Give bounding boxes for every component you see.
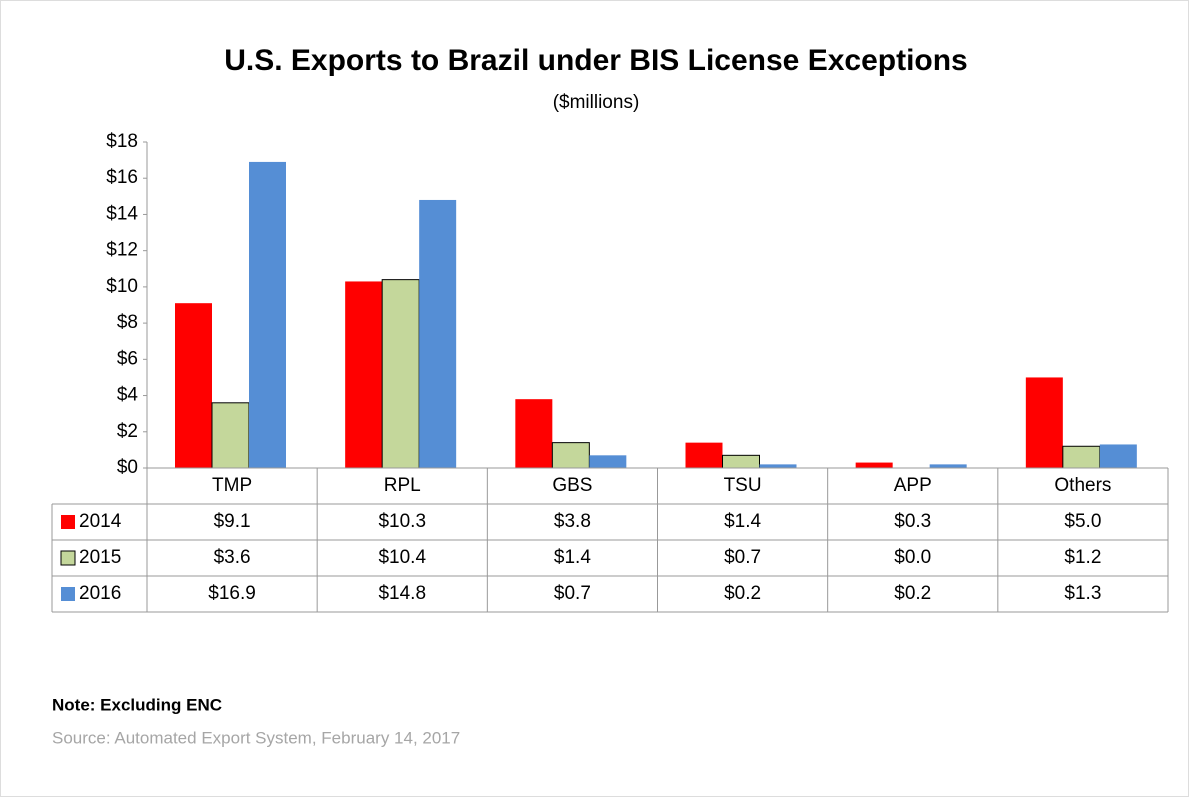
y-tick-label: $8 xyxy=(117,312,138,333)
y-tick-label: $2 xyxy=(117,421,138,442)
x-tick-label: TSU xyxy=(724,475,762,496)
x-tick-label: RPL xyxy=(384,475,421,496)
x-tick-label: APP xyxy=(894,475,932,496)
table-value: $1.3 xyxy=(1064,583,1101,604)
table-value: $0.0 xyxy=(894,547,931,568)
bar xyxy=(855,462,893,468)
bar xyxy=(381,279,420,469)
bar xyxy=(1099,444,1137,468)
table-value: $16.9 xyxy=(208,583,256,604)
legend-label: 2014 xyxy=(79,511,122,532)
table-value: $1.4 xyxy=(724,511,761,532)
bar xyxy=(211,402,250,469)
y-tick-label: $6 xyxy=(117,348,138,369)
table-value: $0.3 xyxy=(894,511,931,532)
table-value: $14.8 xyxy=(378,583,426,604)
chart-title: U.S. Exports to Brazil under BIS License… xyxy=(224,44,968,77)
legend-swatch xyxy=(61,515,75,529)
y-tick-label: $4 xyxy=(117,385,139,406)
table-value: $1.4 xyxy=(554,547,591,568)
table-value: $9.1 xyxy=(214,511,251,532)
bar xyxy=(249,161,286,468)
note: Note: Excluding ENC xyxy=(52,695,222,714)
bar xyxy=(345,281,383,468)
table-value: $0.7 xyxy=(554,583,591,604)
legend-swatch xyxy=(61,587,75,601)
table-value: $0.7 xyxy=(724,547,761,568)
table-value: $5.0 xyxy=(1064,511,1101,532)
x-tick-label: Others xyxy=(1054,475,1111,496)
bar xyxy=(175,303,212,468)
table-value: $0.2 xyxy=(724,583,761,604)
bar xyxy=(419,199,457,468)
legend-label: 2015 xyxy=(79,547,121,568)
bar xyxy=(759,464,797,468)
bar xyxy=(551,442,590,469)
x-tick-label: GBS xyxy=(552,475,592,496)
bar xyxy=(722,454,760,469)
x-tick-label: TMP xyxy=(212,475,252,496)
bar xyxy=(515,399,553,468)
table-value: $1.2 xyxy=(1064,547,1101,568)
y-tick-label: $16 xyxy=(106,167,138,188)
chart-subtitle: ($millions) xyxy=(553,92,640,113)
bar xyxy=(685,442,723,468)
table-value: $3.8 xyxy=(554,511,591,532)
table-value: $3.6 xyxy=(214,547,251,568)
source: Source: Automated Export System, Februar… xyxy=(52,728,460,747)
table-value: $10.3 xyxy=(378,511,426,532)
y-tick-label: $14 xyxy=(106,203,138,224)
y-tick-label: $18 xyxy=(106,131,138,152)
bar xyxy=(1062,445,1101,469)
legend-swatch xyxy=(60,550,76,566)
y-tick-label: $0 xyxy=(117,457,138,478)
bar xyxy=(929,464,967,468)
y-tick-label: $10 xyxy=(106,276,138,297)
legend-label: 2016 xyxy=(79,583,121,604)
bar xyxy=(589,455,627,468)
table-value: $10.4 xyxy=(378,547,426,568)
table-value: $0.2 xyxy=(894,583,931,604)
y-tick-label: $12 xyxy=(106,240,138,261)
bar xyxy=(1025,377,1063,468)
